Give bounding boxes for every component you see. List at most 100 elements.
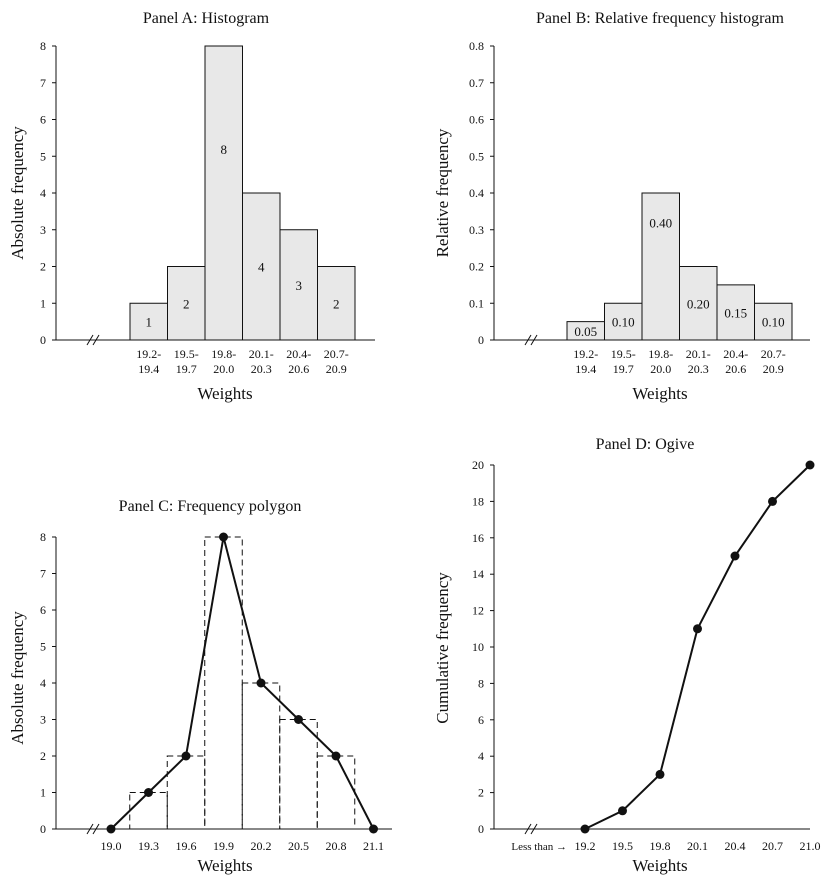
panel-a-y-tick-label: 5 — [40, 149, 46, 163]
panel-a-y-tick-label: 6 — [40, 113, 46, 127]
panel-d-y-tick-label: 14 — [472, 567, 484, 581]
panel-b-x-tick-label: 19.7 — [613, 362, 634, 376]
panel-a-x-tick-label: 19.5- — [174, 347, 199, 361]
panel-b-y-tick-label: 0.2 — [469, 260, 484, 274]
panel-b-y-tick-label: 0.6 — [469, 113, 484, 127]
panel-a-x-tick-label: 20.3 — [251, 362, 272, 376]
panel-b-x-tick-label: 19.5- — [611, 347, 636, 361]
panel-c-dashed-bar — [204, 536, 243, 830]
panel-b-bar-label: 0.10 — [612, 315, 635, 330]
panel-b-bar — [754, 302, 793, 341]
panel-b-x-tick-label: 20.6 — [725, 362, 746, 376]
panel-c-point — [106, 824, 116, 834]
panel-d-x-tick-label: 20.4 — [725, 839, 746, 853]
panel-c-y-tick-label: 7 — [40, 567, 46, 581]
panel-a-axis-break-mark — [92, 334, 100, 346]
panel-b-x-tick-label: 19.4 — [575, 362, 596, 376]
panel-b-x-tick-label: 20.7- — [761, 347, 786, 361]
panel-c-y-tick-label: 2 — [40, 749, 46, 763]
panel-b-bar — [641, 192, 680, 341]
panel-c-point — [331, 751, 341, 761]
panel-b-bar-label: 0.15 — [724, 305, 747, 320]
panel-a-x-tick-label: 20.7- — [324, 347, 349, 361]
panel-d-x-tick-label: 19.5 — [612, 839, 633, 853]
panel-a-bar-label: 4 — [258, 260, 265, 275]
panel-d-point — [618, 806, 627, 816]
panel-a-x-tick-label: 19.4 — [138, 362, 159, 376]
panel-b-bar — [679, 266, 718, 341]
panel-b-y-tick-label: 0.1 — [469, 296, 484, 310]
panel-a-y-tick-label: 2 — [40, 260, 46, 274]
panel-d-y-tick-label: 20 — [472, 458, 484, 472]
panel-a-x-tick-label: 19.7 — [176, 362, 197, 376]
panel-a-x-tick-label: 20.9 — [326, 362, 347, 376]
panel-a-title: Panel A: Histogram — [143, 10, 270, 27]
panel-b-x-tick-label: 20.3 — [688, 362, 709, 376]
panel-c-x-tick-label: 20.2 — [251, 839, 272, 853]
panel-c-x-tick-label: 21.1 — [363, 839, 384, 853]
panel-a-bar-label: 1 — [146, 315, 153, 330]
panel-a: Panel A: Histogram Absolute frequency We… — [8, 10, 375, 403]
panel-d-point — [730, 551, 740, 561]
panel-b-x-tick-label: 20.0 — [650, 362, 671, 376]
panel-a-y-tick-label: 4 — [40, 186, 46, 200]
panel-d-point — [768, 496, 777, 506]
panel-b-axis-break-mark — [524, 334, 532, 346]
panel-a-axis-break-mark — [86, 334, 94, 346]
panel-b-x-tick-label: 20.9 — [763, 362, 784, 376]
panel-b-bar-label: 0.40 — [649, 216, 672, 231]
panel-a-bar — [279, 229, 318, 341]
panel-a-y-tick-label: 0 — [40, 333, 46, 347]
panel-d-y-tick-label: 2 — [478, 786, 484, 800]
panel-b-x-tick-label: 19.8- — [648, 347, 673, 361]
panel-d-y-tick-label: 4 — [478, 749, 484, 763]
panel-a-bar — [167, 266, 206, 341]
panel-c-point — [294, 715, 303, 724]
panel-c-x-tick-label: 19.6 — [176, 839, 197, 853]
panel-b-y-tick-label: 0.4 — [469, 186, 484, 200]
panel-c-polygon-line — [110, 536, 375, 830]
panel-c-x-tick-label: 19.9 — [213, 839, 234, 853]
panel-d-point — [580, 824, 590, 834]
panel-a-xlabel: Weights — [197, 384, 252, 403]
panel-b-xlabel: Weights — [632, 384, 687, 403]
panel-b-x-tick-label: 19.2- — [573, 347, 598, 361]
panel-b-y-tick-label: 0.5 — [469, 149, 484, 163]
panel-c-y-tick-label: 6 — [40, 603, 46, 617]
panel-c-dashed-bar — [129, 792, 168, 830]
panel-b-y-tick-label: 0.3 — [469, 223, 484, 237]
panel-a-bar-label: 3 — [296, 278, 303, 293]
panel-b-y-tick-label: 0.7 — [469, 76, 484, 90]
panel-d-x-tick-label: 20.7 — [762, 839, 783, 853]
panel-a-ylabel: Absolute frequency — [8, 126, 27, 260]
panel-c-x-tick-label: 20.5 — [288, 839, 309, 853]
panel-d-xlabel: Weights — [632, 856, 687, 875]
panel-a-bar — [242, 192, 281, 341]
panel-c: Panel C: Frequency polygon Absolute freq… — [8, 498, 392, 875]
panel-b: Panel B: Relative frequency histogram Re… — [433, 10, 810, 403]
panel-b-bar-label: 0.05 — [574, 324, 597, 339]
panel-a-bar — [204, 45, 243, 341]
panel-d-point — [693, 624, 702, 634]
panel-b-bar-label: 0.20 — [687, 296, 710, 311]
panel-d-y-tick-label: 6 — [478, 713, 484, 727]
panel-c-y-tick-label: 3 — [40, 713, 46, 727]
panel-d-title: Panel D: Ogive — [596, 436, 695, 453]
panel-c-y-tick-label: 1 — [40, 786, 46, 800]
panel-b-x-tick-label: 20.4- — [723, 347, 748, 361]
panel-d-y-tick-label: 18 — [472, 494, 484, 508]
panel-b-title: Panel B: Relative frequency histogram — [536, 10, 784, 27]
panel-c-axis-break-mark — [86, 823, 94, 835]
panel-c-y-tick-label: 8 — [40, 530, 46, 544]
panel-b-y-tick-label: 0 — [478, 333, 484, 347]
panel-c-dashed-bar — [316, 755, 356, 830]
panel-a-x-tick-label: 19.2- — [136, 347, 161, 361]
panel-c-y-tick-label: 4 — [40, 676, 46, 690]
panel-c-x-tick-label: 20.8 — [326, 839, 347, 853]
panel-a-bar-label: 2 — [333, 296, 340, 311]
panel-d-x-tick-label: 19.8 — [650, 839, 671, 853]
panel-c-dashed-bar — [166, 755, 206, 830]
panel-b-bar-label: 0.10 — [762, 315, 785, 330]
panel-c-dashed-bar — [241, 682, 281, 830]
panel-c-xlabel: Weights — [197, 856, 252, 875]
